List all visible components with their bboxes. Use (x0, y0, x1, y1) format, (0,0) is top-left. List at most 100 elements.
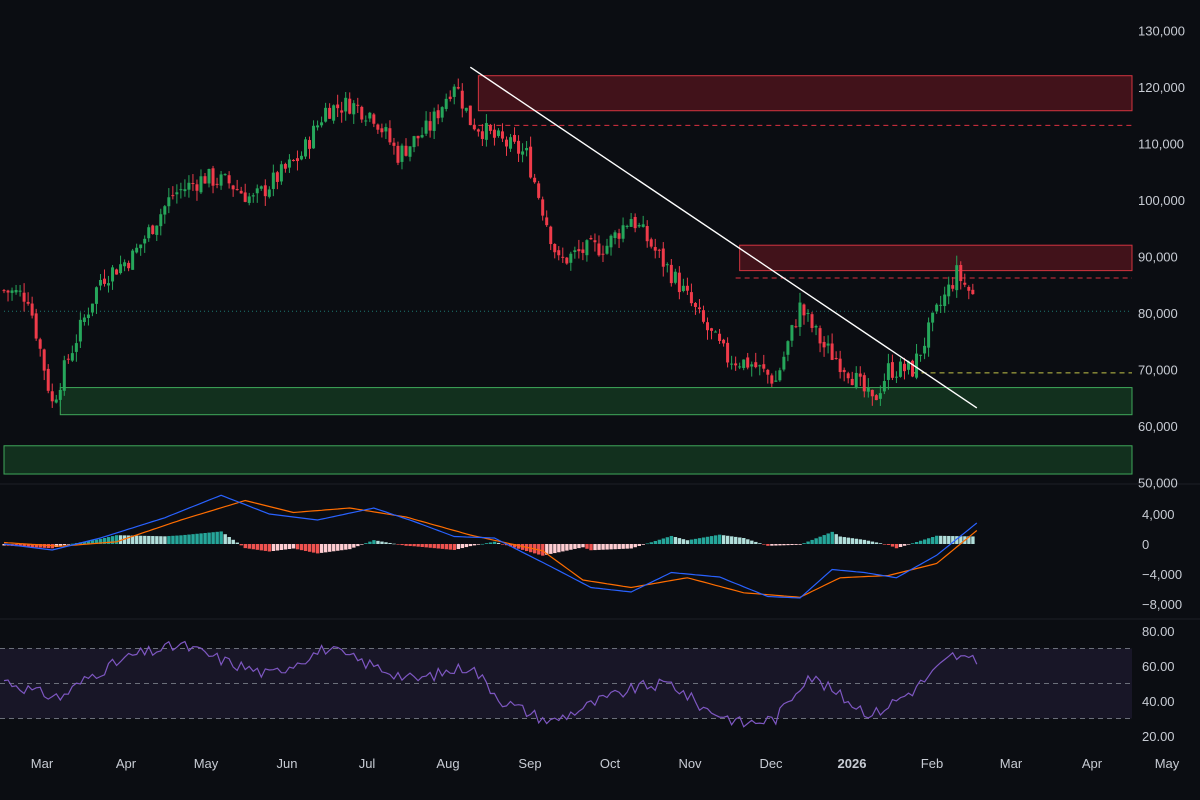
macd-histogram-bar (275, 544, 280, 551)
macd-histogram-bar (315, 544, 320, 554)
macd-histogram-bar (412, 544, 416, 547)
candle-body (722, 339, 726, 344)
candle-body (316, 125, 320, 128)
month-axis-label: Apr (1082, 756, 1103, 771)
macd-histogram-bar (472, 544, 477, 546)
macd-histogram-bar (629, 544, 633, 549)
macd-histogram-bar (364, 543, 368, 544)
candle-body (412, 136, 416, 148)
candle-body (633, 217, 637, 229)
candle-body (66, 358, 70, 360)
candle-body (82, 317, 86, 323)
macd-histogram-bar (219, 531, 223, 544)
macd-histogram-bar (681, 539, 686, 544)
candle-body (742, 359, 746, 369)
macd-histogram-bar (352, 544, 356, 548)
macd-axis-tick-label: −8,000 (1142, 597, 1182, 612)
macd-histogram-bar (561, 544, 565, 552)
macd-histogram-bar (2, 544, 6, 546)
macd-histogram-bar (730, 536, 734, 544)
candle-body (641, 224, 645, 227)
downtrend-line (469, 66, 978, 409)
candle-body (609, 235, 613, 248)
macd-histogram-bar (155, 536, 159, 544)
macd-histogram-bar (846, 537, 850, 544)
candle-body (54, 399, 58, 403)
macd-histogram-bar (231, 539, 235, 544)
candle-body (14, 290, 18, 293)
candle-body (870, 389, 874, 397)
candle-body (324, 107, 328, 122)
macd-histogram-bar (597, 544, 601, 550)
candle-body (726, 342, 730, 363)
macd-histogram-bar (207, 532, 211, 544)
macd-histogram-bar (951, 536, 955, 544)
candle-body (119, 264, 123, 274)
macd-histogram-bar (669, 535, 674, 544)
candle-body (677, 272, 681, 293)
candle-body (420, 135, 424, 138)
candle-body (247, 196, 251, 203)
macd-histogram-bar (143, 535, 147, 544)
candle-body (295, 158, 299, 162)
macd-histogram-bar (508, 544, 513, 547)
macd-histogram-bar (565, 544, 569, 551)
candle-body (86, 314, 90, 319)
macd-histogram-bar (420, 544, 424, 547)
month-axis-label: Jul (359, 756, 376, 771)
macd-histogram-bar (380, 541, 384, 544)
candle-body (517, 140, 521, 154)
candle-body (597, 243, 601, 256)
macd-histogram-bar (384, 542, 388, 544)
macd-histogram-bar (488, 542, 493, 544)
macd-histogram-bar (191, 534, 195, 544)
candle-body (545, 217, 549, 226)
macd-histogram-bar (641, 544, 645, 545)
candle-body (372, 114, 376, 124)
macd-histogram-bar (460, 544, 465, 549)
candle-body (416, 135, 420, 139)
macd-histogram-bar (183, 534, 187, 544)
macd-histogram-bar (814, 538, 818, 544)
candle-body (577, 249, 581, 252)
macd-histogram-bar (480, 543, 485, 545)
candle-body (436, 110, 440, 119)
price-axis-tick-label: 60,000 (1138, 419, 1178, 434)
candle-body (472, 124, 476, 130)
macd-histogram-bar (251, 544, 256, 550)
macd-histogram-bar (332, 544, 336, 552)
candle-body (935, 304, 939, 312)
macd-histogram-bar (657, 539, 662, 544)
macd-histogram-bar (898, 544, 903, 547)
macd-histogram-bar (388, 542, 392, 544)
macd-histogram-bar (259, 544, 264, 551)
candle-body (774, 380, 778, 382)
macd-histogram-bar (549, 544, 553, 554)
candle-body (649, 239, 653, 247)
candle-body (38, 339, 42, 349)
macd-line (3, 494, 978, 599)
macd-histogram-bar (746, 539, 750, 544)
macd-histogram-bar (110, 536, 115, 544)
macd-histogram-bar (340, 544, 344, 551)
macd-histogram-bar (440, 544, 444, 549)
macd-histogram-bar (902, 544, 907, 546)
candle-body (866, 387, 870, 392)
candle-body (115, 269, 119, 275)
candle-body (931, 312, 935, 323)
macd-histogram-bar (613, 544, 617, 550)
macd-histogram-bar (822, 535, 826, 544)
candle-body (135, 247, 139, 253)
candle-body (653, 247, 657, 251)
macd-histogram-bar (70, 543, 75, 545)
price-axis-tick-label: 110,000 (1138, 137, 1184, 152)
macd-histogram-bar (416, 544, 420, 547)
rsi-line (3, 640, 978, 728)
macd-histogram-bar (102, 538, 107, 544)
candle-body (223, 174, 227, 176)
candle-body (10, 290, 14, 293)
price-levels (4, 124, 1132, 374)
candle-body (947, 284, 951, 297)
macd-histogram-bar (203, 532, 207, 544)
candle-body (26, 301, 30, 304)
